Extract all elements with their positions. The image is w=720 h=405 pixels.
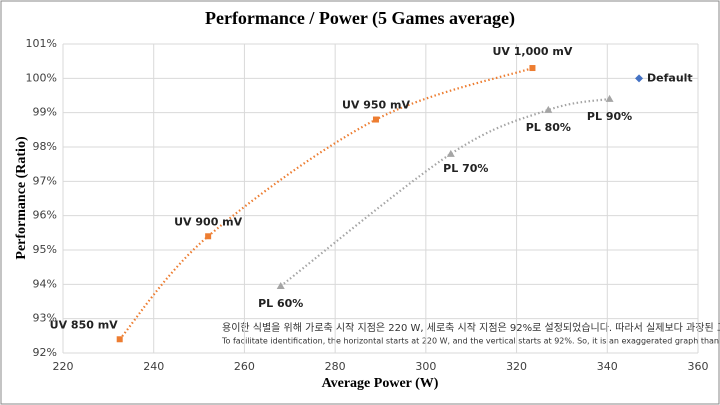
point (544, 105, 553, 113)
y-tick-label: 96% (33, 209, 57, 222)
x-tick-label: 360 (688, 360, 709, 373)
point (116, 336, 123, 343)
point (635, 74, 644, 83)
y-tick-label: 94% (33, 277, 57, 290)
y-tick-label: 95% (33, 243, 57, 256)
x-tick-label: 240 (143, 360, 164, 373)
point-label: UV 900 mV (174, 215, 243, 228)
x-tick-label: 300 (415, 360, 436, 373)
point-label: PL 90% (587, 110, 632, 123)
y-tick-label: 100% (26, 71, 57, 84)
point (372, 116, 379, 123)
x-tick-label: 320 (506, 360, 527, 373)
point (605, 94, 614, 102)
chart-title: Performance / Power (5 Games average) (205, 8, 515, 29)
point-label: Default (647, 71, 693, 84)
point-label: PL 80% (526, 121, 571, 134)
annotation: 용이한 식별을 위해 가로축 시작 지점은 220 W, 세로축 시작 지점은 … (222, 321, 720, 334)
trendline (118, 66, 533, 340)
point (205, 233, 212, 240)
y-tick-label: 101% (26, 37, 57, 50)
point (529, 65, 536, 72)
y-tick-label: 97% (33, 174, 57, 187)
y-tick-label: 93% (33, 312, 57, 325)
x-tick-label: 340 (597, 360, 618, 373)
annotation-en: To facilitate identification, the horizo… (221, 337, 720, 346)
y-axis-title: Performance (Ratio) (14, 136, 29, 260)
x-axis-title: Average Power (W) (322, 376, 439, 391)
x-tick-label: 280 (325, 360, 346, 373)
point-label: PL 60% (258, 297, 303, 310)
x-tick-label: 260 (234, 360, 255, 373)
point-label: UV 850 mV (50, 318, 119, 331)
point (276, 282, 285, 290)
point (446, 149, 455, 157)
y-tick-label: 99% (33, 106, 57, 119)
x-tick-label: 220 (53, 360, 74, 373)
y-tick-label: 92% (33, 346, 57, 359)
y-tick-label: 98% (33, 140, 57, 153)
point-label: UV 1,000 mV (493, 45, 573, 58)
point-label: UV 950 mV (342, 99, 411, 112)
point-label: PL 70% (443, 162, 488, 175)
